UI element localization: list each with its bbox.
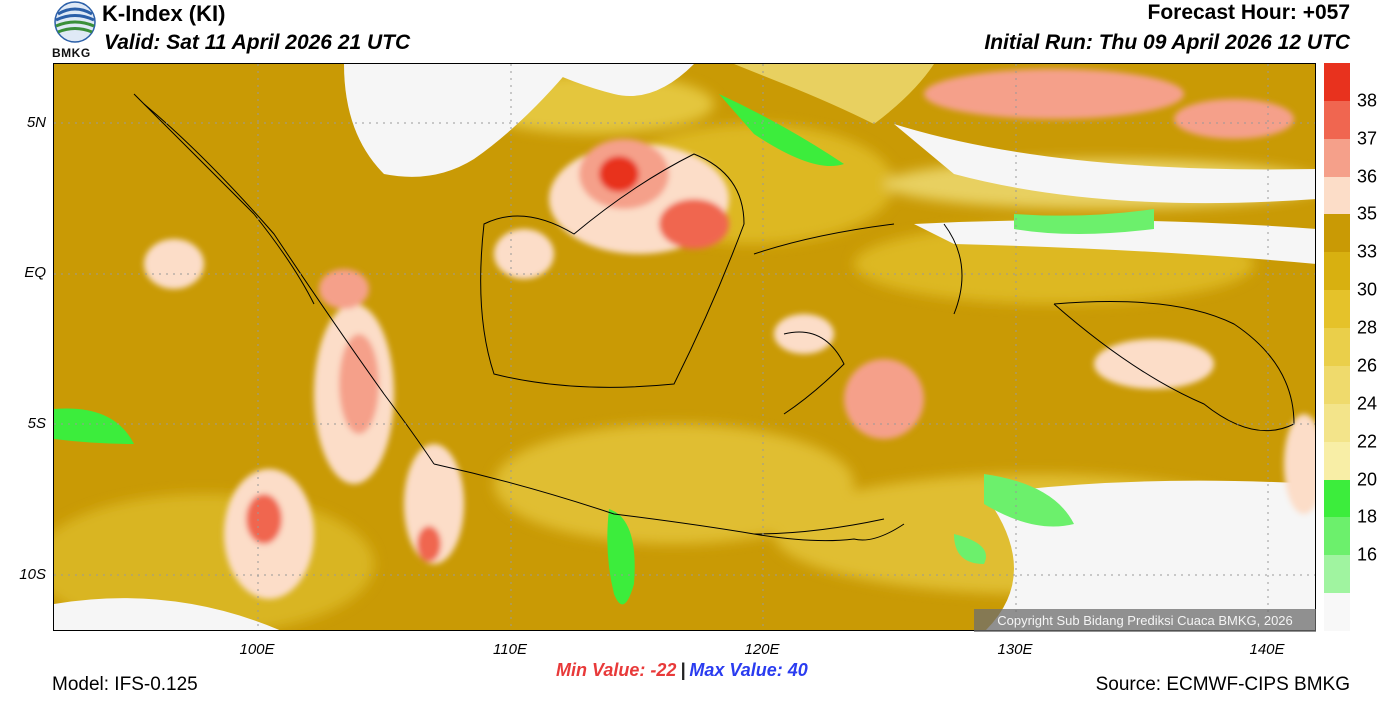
- model-label: Model: IFS-0.125: [52, 674, 198, 695]
- copyright-note: Copyright Sub Bidang Prediksi Cuaca BMKG…: [974, 609, 1316, 632]
- lon-label-130e: 130E: [997, 641, 1033, 658]
- colorbar-label: 22: [1357, 431, 1378, 452]
- forecast-hour: Forecast Hour: +057: [1147, 1, 1351, 24]
- source-label: Source: ECMWF-CIPS BMKG: [1095, 674, 1350, 695]
- lon-label-100e: 100E: [239, 641, 275, 658]
- colorbar-segment: [1324, 214, 1350, 253]
- colorbar-segment: [1324, 100, 1350, 140]
- colorbar-label: 24: [1357, 393, 1378, 414]
- colorbar-label: 20: [1357, 469, 1378, 490]
- colorbar-segment: [1324, 593, 1350, 632]
- colorbar-segment: [1324, 63, 1350, 102]
- colorbar-label: 36: [1357, 166, 1378, 187]
- colorbar-label: 30: [1357, 279, 1378, 300]
- colorbar-segment: [1324, 555, 1350, 594]
- green-low-regions: [54, 94, 1154, 605]
- logo-text: BMKG: [52, 46, 91, 60]
- colorbar-label: 35: [1357, 203, 1378, 224]
- colorbar-label: 33: [1357, 241, 1378, 262]
- colorbar-label: 18: [1357, 506, 1378, 527]
- colorbar-label: 26: [1357, 355, 1378, 376]
- lon-label-140e: 140E: [1249, 641, 1285, 658]
- colorbar-segment: [1324, 479, 1350, 518]
- initial-run: Initial Run: Thu 09 April 2026 12 UTC: [984, 31, 1350, 54]
- min-value: Min Value: -22: [556, 660, 677, 680]
- colorbar-segment: [1324, 403, 1350, 443]
- lat-label-5s: 5S: [27, 415, 46, 432]
- chart-title: K-Index (KI): [102, 1, 226, 26]
- lat-label-eq: EQ: [24, 264, 46, 281]
- min-max-values: Min Value: -22 | Max Value: 40: [556, 660, 808, 681]
- max-value: Max Value: 40: [689, 660, 808, 680]
- gridlines: [54, 64, 1315, 630]
- bmkg-logo: [50, 0, 100, 60]
- k-index-map: [53, 63, 1316, 631]
- colorbar-segment: [1324, 328, 1350, 367]
- colorbar-label: 16: [1357, 544, 1378, 565]
- colorbar-segment: [1324, 517, 1350, 556]
- lat-label-5n: 5N: [26, 114, 46, 131]
- colorbar-label: 38: [1357, 90, 1378, 111]
- colorbar-segment: [1324, 441, 1350, 481]
- lon-label-110e: 110E: [493, 641, 527, 658]
- colorbar-segment: [1324, 252, 1350, 291]
- lat-label-10s: 10S: [19, 566, 46, 583]
- colorbar-label: 37: [1357, 128, 1378, 149]
- high-value-regions: [144, 69, 1315, 599]
- min-max-separator: |: [680, 660, 686, 680]
- colorbar-segment: [1324, 176, 1350, 215]
- coastlines: [133, 93, 1295, 542]
- colorbar-segment: [1324, 290, 1350, 329]
- colorbar-segment: [1324, 365, 1350, 405]
- colorbar-label: 28: [1357, 317, 1378, 338]
- valid-time: Valid: Sat 11 April 2026 21 UTC: [104, 31, 411, 54]
- lon-label-120e: 120E: [744, 641, 780, 658]
- colorbar-segment: [1324, 138, 1350, 178]
